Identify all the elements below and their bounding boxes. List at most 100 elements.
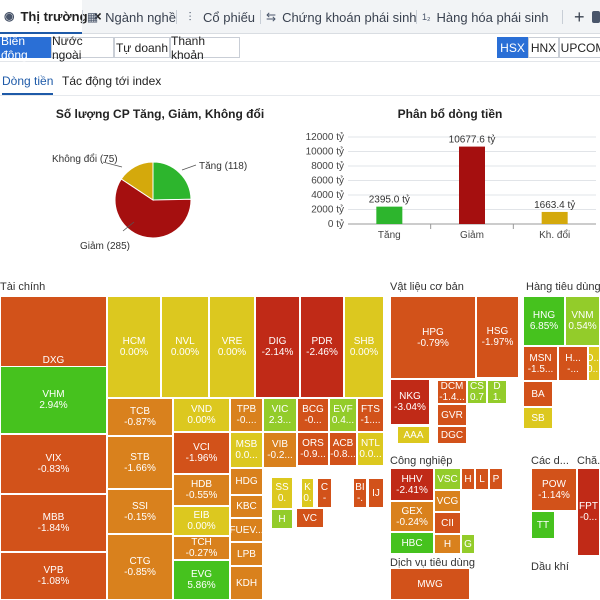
treemap-tile[interactable]: MSB 0.0... — [230, 432, 263, 468]
treemap-tile[interactable]: HHV -2.41% — [390, 468, 434, 501]
bar-tăng[interactable] — [376, 206, 403, 224]
treemap-tile[interactable]: MBB -1.84% — [0, 494, 107, 552]
treemap-tile[interactable]: DCM -1.4... — [437, 380, 467, 404]
treemap-tile[interactable]: H... -... — [558, 346, 588, 381]
treemap-tile[interactable]: HBC — [390, 532, 434, 554]
treemap-tile[interactable]: H — [461, 468, 475, 490]
treemap-tile[interactable]: FUEV... — [230, 518, 263, 542]
close-icon[interactable]: × — [93, 8, 102, 24]
treemap-tile[interactable]: ACB -0.8... — [329, 432, 357, 466]
treemap-tile[interactable]: L — [475, 468, 489, 490]
pie-label-flat: Không đổi (75) — [52, 153, 118, 165]
pie-slice-không-đổi[interactable] — [120, 161, 154, 201]
treemap-tile[interactable]: ORS -0.9... — [297, 432, 329, 466]
treemap-tile[interactable]: TCH -0.27% — [173, 536, 230, 560]
bar-giảm[interactable] — [459, 146, 485, 224]
treemap-tile[interactable]: VC — [296, 508, 324, 528]
treemap-tile[interactable]: MWG — [390, 568, 470, 600]
treemap-tile[interactable]: D 1. — [487, 380, 507, 404]
exchange-upcom[interactable]: UPCOM — [559, 37, 600, 58]
treemap-tile[interactable]: P — [489, 468, 503, 490]
tab-dong-tien[interactable]: Dòng tiền — [2, 74, 54, 95]
treemap-tile[interactable]: VCI -1.96% — [173, 432, 230, 474]
treemap-tile[interactable]: D...0... — [588, 346, 600, 381]
treemap-tile[interactable]: VRE 0.00% — [209, 296, 255, 398]
treemap-tile[interactable]: VCG — [434, 490, 461, 512]
treemap-tile[interactable]: GEX -0.24% — [390, 501, 434, 532]
treemap-tile[interactable]: NTL 0.0... — [357, 432, 384, 466]
treemap-tile[interactable]: VPB -1.08% — [0, 552, 107, 600]
add-tab-button[interactable]: + — [574, 6, 585, 27]
treemap-tile[interactable]: VIC 2.3... — [263, 398, 297, 432]
treemap-tile[interactable]: TT — [531, 511, 555, 539]
tab-chung-khoan-phai-sinh[interactable]: ⇆ Chứng khoán phái sinh — [266, 0, 417, 34]
treemap-tile[interactable]: HDB -0.55% — [173, 474, 230, 506]
treemap-tile[interactable]: NKG -3.04% — [390, 379, 430, 425]
treemap-tile[interactable]: CII — [434, 512, 461, 534]
pie-slice-tăng[interactable] — [152, 161, 192, 201]
treemap-tile[interactable]: FPT -0... — [577, 468, 600, 556]
treemap-tile[interactable]: SB — [523, 407, 553, 429]
treemap-tile[interactable]: G — [461, 534, 475, 554]
treemap-tile[interactable]: HNG 6.85% — [523, 296, 565, 346]
treemap-tile[interactable]: DIG -2.14% — [255, 296, 300, 398]
treemap-tile[interactable]: NVL 0.00% — [161, 296, 209, 398]
exchange-hsx[interactable]: HSX — [497, 37, 528, 58]
exchange-hnx[interactable]: HNX — [528, 37, 559, 58]
bar-kh-đổi[interactable] — [541, 211, 568, 224]
pie-slice-giảm[interactable] — [114, 178, 192, 239]
treemap-tile[interactable]: STB -1.66% — [107, 436, 173, 489]
treemap-tile[interactable]: IJ — [368, 478, 384, 508]
treemap-tile[interactable]: HCM 0.00% — [107, 296, 161, 398]
treemap-tile[interactable]: MSN -1.5... — [523, 346, 558, 381]
treemap-tile[interactable]: HPG -0.79% — [390, 296, 476, 379]
treemap-tile[interactable]: C- — [317, 478, 332, 508]
treemap-tile[interactable]: TCB -0.87% — [107, 398, 173, 436]
tile-ticker: P — [492, 473, 500, 485]
subtab-tu-doanh[interactable]: Tự doanh — [114, 37, 170, 58]
treemap-tile[interactable]: EVG 5.86% — [173, 560, 230, 600]
treemap-tile[interactable]: BI -. — [353, 478, 367, 508]
treemap-tile[interactable]: VND 0.00% — [173, 398, 230, 432]
treemap-tile[interactable]: BA — [523, 381, 553, 407]
treemap-tile[interactable]: FTS -1.... — [357, 398, 384, 432]
treemap-tile[interactable]: AAA — [397, 426, 430, 444]
treemap-tile[interactable]: TPB -0.... — [230, 398, 263, 432]
treemap-tile[interactable]: BCG -0... — [297, 398, 329, 432]
treemap-tile[interactable]: LPB — [230, 542, 263, 566]
treemap-tile[interactable]: POW -1.14% — [531, 468, 577, 511]
tab-hang-hoa-phai-sinh[interactable]: 1₂ Hàng hóa phái sinh — [422, 0, 549, 34]
treemap-tile[interactable]: H — [271, 509, 293, 529]
treemap-tile[interactable]: KDH — [230, 566, 263, 600]
tile-ticker: VSC — [437, 473, 458, 485]
treemap-tile[interactable]: HSG -1.97% — [476, 296, 519, 378]
treemap-tile[interactable]: CS 0.7 — [467, 380, 487, 404]
tab-tac-dong-toi-index[interactable]: Tác động tới index — [62, 74, 162, 88]
treemap-tile[interactable]: SSI -0.15% — [107, 489, 173, 534]
subtab-bien-dong[interactable]: Biến động — [0, 34, 51, 62]
treemap-tile[interactable]: EVF 0.4... — [329, 398, 357, 432]
treemap-tile[interactable]: EIB 0.00% — [173, 506, 230, 536]
subtab-nuoc-ngoai[interactable]: Nước ngoài — [51, 34, 114, 62]
treemap-tile[interactable]: KBC — [230, 495, 263, 518]
treemap-tile[interactable]: CTG -0.85% — [107, 534, 173, 600]
treemap-tile[interactable]: HDG — [230, 468, 263, 495]
treemap-tile[interactable]: K 0. — [301, 478, 314, 508]
subtab-thanh-khoan[interactable]: Thanh khoản — [170, 34, 240, 62]
treemap-tile[interactable]: DGC — [437, 426, 467, 444]
treemap-tile[interactable]: VNM 0.54% — [565, 296, 600, 346]
treemap-tile[interactable]: VSC — [434, 468, 461, 490]
tab-thi-truong[interactable]: ◉ Thị trường × — [0, 0, 102, 34]
treemap-tile[interactable]: SS 0. — [271, 477, 293, 509]
treemap-tile[interactable]: VIX -0.83% — [0, 434, 107, 494]
tab-nganh-nghe[interactable]: ▦ Ngành nghề — [86, 0, 176, 34]
treemap-tile[interactable]: VHM 2.94% — [0, 366, 107, 434]
treemap-tile[interactable]: VIB -0.2... — [263, 432, 297, 468]
treemap-tile[interactable]: PDR -2.46% — [300, 296, 344, 398]
treemap-tile[interactable]: H — [434, 534, 461, 554]
treemap-tile[interactable]: SHB 0.00% — [344, 296, 384, 398]
overflow-icon[interactable] — [592, 0, 600, 34]
tile-ticker: G — [464, 538, 472, 550]
tab-co-phieu[interactable]: ⫶ Cổ phiếu — [183, 0, 263, 34]
treemap-tile[interactable]: GVR — [437, 404, 467, 426]
